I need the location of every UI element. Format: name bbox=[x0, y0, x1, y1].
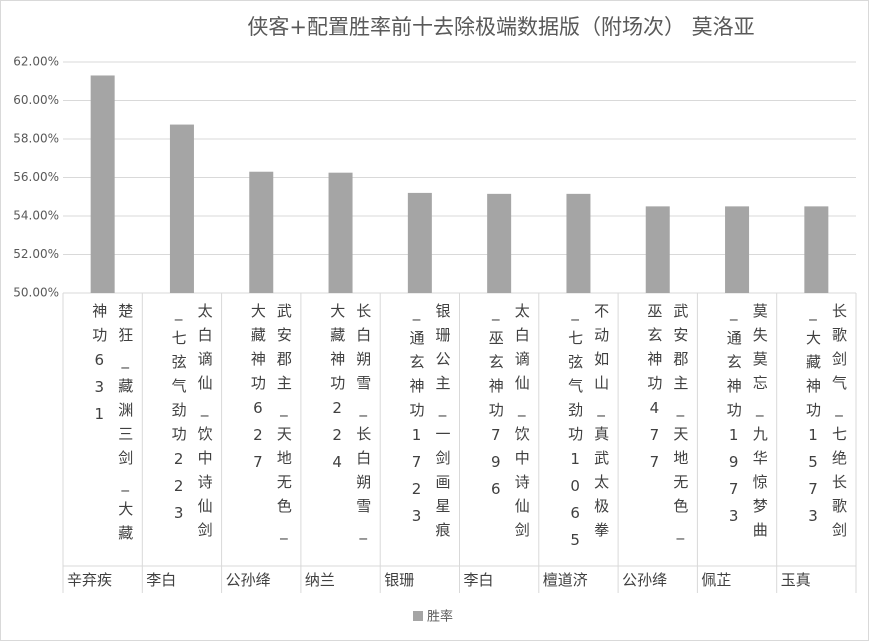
y-tick-label: 60.00% bbox=[13, 93, 59, 107]
bar bbox=[645, 206, 670, 293]
x-tick-label: 莫失莫忘_九华惊梦曲_通玄神功1973 bbox=[724, 303, 769, 546]
group-label: 纳兰 bbox=[304, 571, 335, 589]
y-tick-label: 50.00% bbox=[13, 286, 59, 300]
bar bbox=[566, 193, 591, 293]
bar bbox=[407, 192, 432, 293]
bar bbox=[487, 193, 512, 293]
y-tick-label: 62.00% bbox=[13, 55, 59, 69]
bar bbox=[804, 206, 829, 293]
y-tick-label: 56.00% bbox=[13, 170, 59, 184]
group-label: 公孙绛 bbox=[622, 571, 668, 589]
group-label: 檀道济 bbox=[542, 571, 588, 589]
legend-label: 胜率 bbox=[427, 609, 453, 625]
y-tick-label: 52.00% bbox=[13, 247, 59, 261]
x-tick-label: 银珊公主_一剑画星痕_通玄神功1723 bbox=[407, 303, 452, 546]
bar bbox=[328, 172, 353, 293]
x-tick-label: 太白谪仙_饮中诗仙剑_七弦气劲功223 bbox=[169, 303, 214, 546]
group-label: 李白 bbox=[146, 571, 177, 589]
x-tick-label: 楚狂_藏渊三剑_大藏神功631 bbox=[90, 303, 135, 549]
y-tick-label: 54.00% bbox=[13, 209, 59, 223]
y-tick-label: 58.00% bbox=[13, 132, 59, 146]
x-tick-label: 太白谪仙_饮中诗仙剑_巫玄神功796 bbox=[486, 303, 531, 546]
bar bbox=[249, 171, 274, 293]
bar bbox=[169, 124, 194, 293]
group-label: 佩芷 bbox=[701, 571, 732, 589]
x-tick-label: 长歌剑气_七绝长歌剑_大藏神功1573 bbox=[803, 303, 848, 546]
group-label: 李白 bbox=[463, 571, 494, 589]
group-label: 公孙绛 bbox=[225, 571, 271, 589]
x-tick-label: 武安郡主_天地无色_巫玄神功477 bbox=[645, 303, 690, 549]
group-label: 辛弃疾 bbox=[67, 571, 113, 589]
bar bbox=[725, 206, 750, 293]
x-tick-label: 武安郡主_天地无色_大藏神功627 bbox=[248, 303, 293, 549]
group-label: 银珊 bbox=[384, 571, 415, 589]
legend-swatch bbox=[413, 611, 423, 621]
chart-title: 侠客+配置胜率前十去除极端数据版（附场次） 莫洛亚 bbox=[247, 15, 754, 39]
x-tick-label: 不动如山_真武太极拳_七弦气劲功1065 bbox=[566, 303, 611, 558]
group-label: 玉真 bbox=[780, 571, 811, 589]
bar bbox=[90, 75, 115, 293]
x-tick-label: 长白朔雪_长白朔雪_大藏神功224 bbox=[328, 303, 373, 549]
